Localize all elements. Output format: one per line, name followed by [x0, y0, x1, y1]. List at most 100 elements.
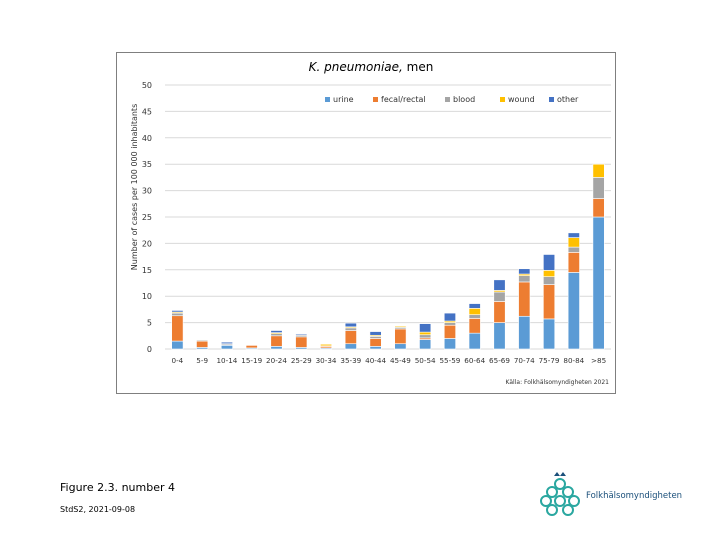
bar-segment-other-14	[518, 268, 531, 275]
bar-segment-urine-16	[567, 272, 580, 350]
y-tick-label: 45	[142, 107, 152, 116]
legend-label: wound	[508, 95, 535, 104]
x-tick-label: 60-64	[464, 356, 485, 365]
bar-segment-fecal-rectal-17	[592, 198, 605, 218]
bar-segment-urine-17	[592, 216, 605, 350]
bar-segment-other-8	[369, 331, 382, 336]
bar-segment-other-7	[344, 322, 357, 328]
x-tick-label: >85	[591, 356, 606, 365]
bar-segment-urine-11	[443, 338, 456, 350]
chart-title-rest: men	[403, 60, 434, 74]
bar-segment-blood-14	[518, 275, 531, 283]
legend-label: other	[557, 95, 579, 104]
y-tick-label: 25	[142, 213, 152, 222]
legend-label: urine	[333, 95, 354, 104]
x-tick-label: 70-74	[514, 356, 535, 365]
bar-segment-urine-10	[419, 339, 432, 350]
bar-segment-fecal-rectal-1	[196, 340, 209, 348]
bar-segment-other-11	[443, 312, 456, 322]
x-tick-label: 20-24	[266, 356, 287, 365]
y-tick-label: 5	[147, 319, 152, 328]
x-tick-label: 25-29	[291, 356, 312, 365]
bar-segment-fecal-rectal-8	[369, 338, 382, 347]
legend-swatch-urine	[325, 97, 330, 102]
legend-swatch-other	[549, 97, 554, 102]
bar-segment-other-2	[220, 341, 233, 345]
bar-segment-wound-17	[592, 163, 605, 178]
x-tick-labels: 0-4 5-9 10-14 15-19 20-24 25-29 30-34 35-39 40-4…	[172, 356, 607, 365]
bar-segment-fecal-rectal-11	[443, 324, 456, 339]
bar-segment-wound-16	[567, 237, 580, 248]
bar-segment-urine-0	[171, 340, 184, 350]
y-tick-label: 30	[142, 187, 152, 196]
bar-segment-fecal-rectal-5	[295, 336, 308, 348]
bar-segment-fecal-rectal-15	[543, 284, 556, 320]
legend-swatch-fecal-rectal	[373, 97, 378, 102]
bar-segment-fecal-rectal-7	[344, 330, 357, 345]
bar-segment-fecal-rectal-3	[245, 345, 258, 349]
bar-segment-fecal-rectal-14	[518, 281, 531, 317]
bar-segment-wound-12	[468, 308, 481, 315]
x-tick-label: 30-34	[316, 356, 337, 365]
bar-segment-fecal-rectal-12	[468, 318, 481, 334]
y-tick-label: 40	[142, 134, 152, 143]
bar-segment-wound-3	[245, 343, 258, 346]
bar-segment-blood-0	[171, 312, 184, 317]
chart-frame: K. pneumoniae, men 0 5 10 15 20 25 30 35 40 45 50 …	[116, 52, 616, 394]
x-tick-label: 40-44	[365, 356, 386, 365]
bar-segment-blood-7	[344, 327, 357, 331]
bar-segment-urine-2	[220, 345, 233, 350]
bar-segment-wound-15	[543, 270, 556, 277]
bar-segment-blood-12	[468, 314, 481, 319]
crown-knot-icon	[540, 472, 580, 516]
bar-segment-other-0	[171, 310, 184, 313]
bar-segment-urine-12	[468, 332, 481, 350]
x-tick-label: 15-19	[241, 356, 262, 365]
bar-segment-blood-11	[443, 322, 456, 326]
bar-segment-other-4	[270, 330, 283, 333]
x-tick-label: 55-59	[439, 356, 460, 365]
y-tick-label: 35	[142, 160, 152, 169]
bar-segment-other-13	[493, 279, 506, 291]
y-tick-labels: 0 5 10 15 20 25 30 35 40 45 50	[142, 81, 152, 354]
doc-id-date: StdS2, 2021-09-08	[60, 505, 136, 514]
bar-segment-fecal-rectal-0	[171, 315, 184, 342]
y-tick-label: 10	[142, 292, 152, 301]
x-tick-label: 65-69	[489, 356, 510, 365]
y-tick-label: 50	[142, 81, 152, 90]
stacked-bar-chart: K. pneumoniae, men 05101520253035404550 …	[130, 60, 611, 386]
bar-segment-blood-13	[493, 291, 506, 302]
bar-segment-wound-1	[196, 339, 209, 341]
legend: urine fecal/rectal blood wound other	[325, 95, 579, 104]
x-tick-label: 35-39	[340, 356, 361, 365]
bar-segment-fecal-rectal-16	[567, 252, 580, 273]
bar-segment-urine-9	[394, 343, 407, 350]
legend-label: fecal/rectal	[381, 95, 426, 104]
bar-segment-blood-10	[419, 334, 432, 339]
figure-caption: Figure 2.3. number 4	[60, 481, 175, 494]
bar-segment-blood-16	[567, 246, 580, 253]
bar-segment-wound-9	[394, 325, 407, 328]
y-tick-label: 0	[147, 345, 152, 354]
bar-segment-other-16	[567, 232, 580, 238]
x-tick-label: 45-49	[390, 356, 411, 365]
x-tick-label: 10-14	[216, 356, 237, 365]
bar-segment-blood-8	[369, 336, 382, 339]
source-note: Källa: Folkhälsomyndigheten 2021	[506, 379, 610, 386]
x-tick-label: 50-54	[415, 356, 436, 365]
x-tick-label: 75-79	[539, 356, 560, 365]
y-tick-label: 15	[142, 266, 152, 275]
bar-segment-urine-8	[369, 346, 382, 350]
bar-segment-fecal-rectal-9	[394, 328, 407, 345]
bar-segment-blood-17	[592, 177, 605, 199]
bar-segment-urine-7	[344, 343, 357, 350]
legend-swatch-wound	[500, 97, 505, 102]
bar-segment-urine-15	[543, 318, 556, 350]
gridlines	[165, 84, 611, 350]
bar-segment-fecal-rectal-4	[270, 335, 283, 347]
bar-segment-fecal-rectal-13	[493, 301, 506, 323]
legend-label: blood	[453, 95, 475, 104]
bar-segment-urine-13	[493, 322, 506, 350]
bar-segment-wound-6	[320, 343, 333, 347]
bar-segment-urine-4	[270, 346, 283, 350]
